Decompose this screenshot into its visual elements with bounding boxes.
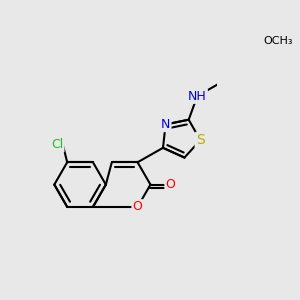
Text: O: O: [133, 200, 142, 213]
Text: S: S: [196, 133, 205, 147]
Text: N: N: [161, 118, 170, 131]
Text: Cl: Cl: [51, 138, 63, 152]
Text: O: O: [166, 178, 176, 191]
Text: OCH₃: OCH₃: [264, 36, 293, 46]
Text: NH: NH: [188, 90, 207, 103]
